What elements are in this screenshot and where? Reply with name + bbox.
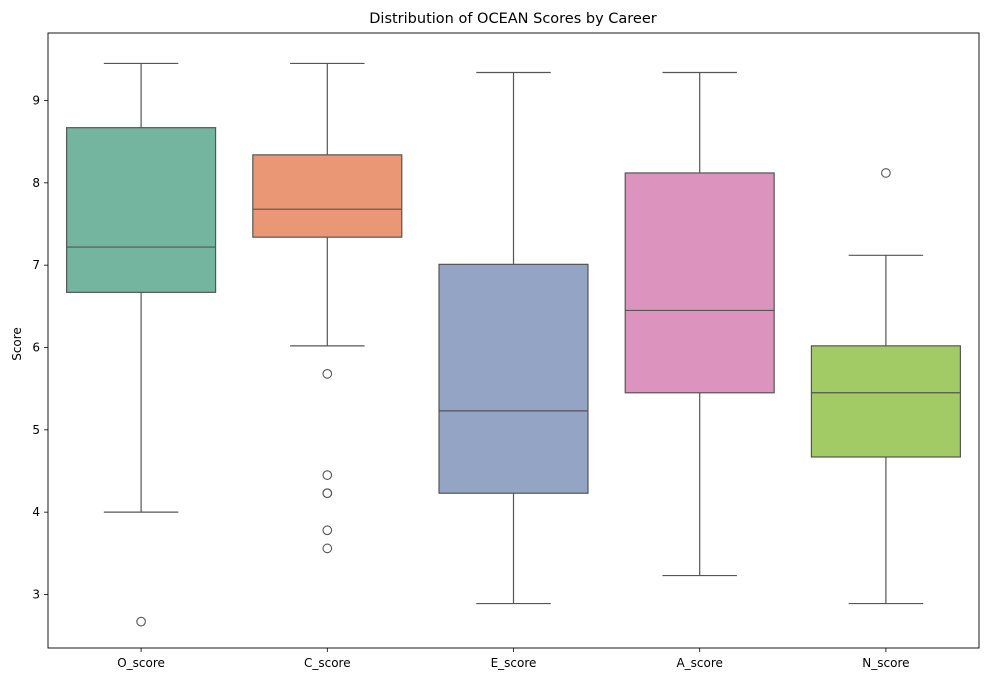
plot-area: 3 4 5 6 7 8 9 O_score C_score E_score A_score N_sco… — [32, 32, 980, 670]
x-tick-label: O_score — [117, 656, 165, 670]
chart-title: Distribution of OCEAN Scores by Career — [369, 11, 657, 27]
y-tick-label: 4 — [32, 505, 40, 519]
outlier-point — [881, 168, 891, 178]
x-tick-label: E_score — [491, 656, 537, 670]
x-tick-label: C_score — [304, 656, 351, 670]
box-O_score — [66, 127, 217, 293]
outlier-point — [322, 525, 333, 536]
x-tick-label: N_score — [862, 656, 909, 670]
y-tick-label: 5 — [32, 423, 40, 437]
outlier-point — [322, 368, 333, 379]
box-C_score — [252, 154, 403, 238]
x-tick-label: A_score — [676, 656, 722, 670]
y-axis-label: Score — [10, 327, 24, 361]
outlier-point — [136, 616, 146, 627]
outlier-point — [322, 488, 333, 499]
y-tick-label: 9 — [32, 94, 40, 108]
y-tick-label: 3 — [32, 587, 40, 601]
outlier-point — [322, 543, 333, 554]
y-tick-label: 6 — [32, 340, 40, 354]
y-tick-label: 7 — [32, 258, 40, 272]
box-E_score — [438, 263, 589, 494]
box-N_score — [810, 345, 961, 458]
box-A_score — [624, 172, 775, 394]
outlier-point — [322, 470, 333, 480]
y-tick-label: 8 — [32, 176, 40, 190]
